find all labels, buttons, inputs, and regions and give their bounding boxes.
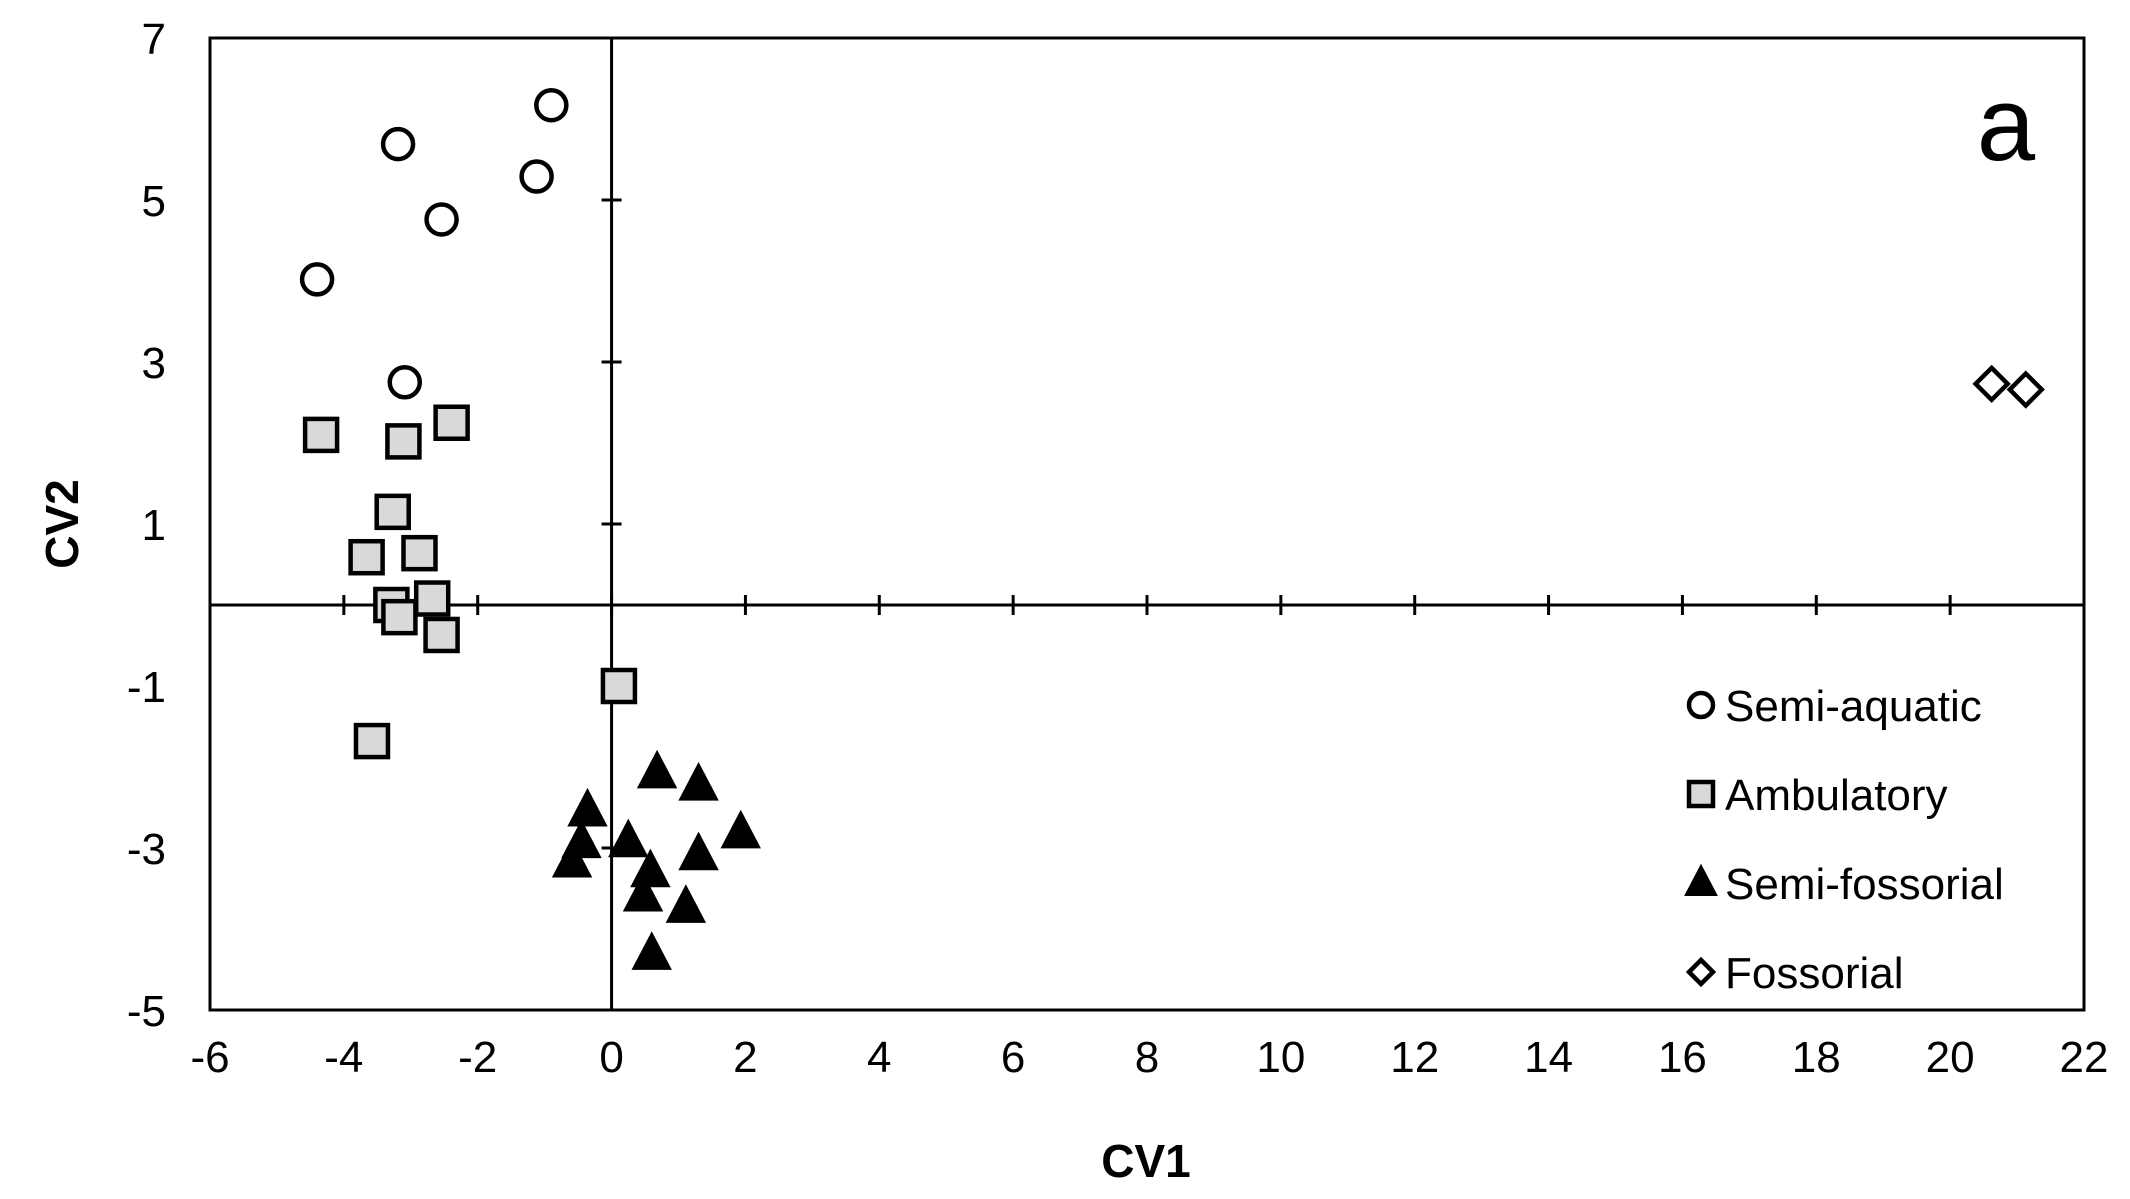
point xyxy=(630,848,671,888)
y-tick-label: 1 xyxy=(142,501,166,550)
legend-label: Fossorial xyxy=(1725,949,1904,998)
point xyxy=(720,809,761,849)
x-tick-label: -4 xyxy=(324,1033,363,1082)
x-tick-label: 20 xyxy=(1926,1033,1975,1082)
point xyxy=(433,404,470,441)
point xyxy=(534,87,569,123)
point xyxy=(302,416,340,454)
legend-label: Ambulatory xyxy=(1725,771,1948,820)
point xyxy=(631,931,672,970)
panel-label: a xyxy=(1977,66,2036,183)
point xyxy=(387,365,423,400)
x-tick-label: 8 xyxy=(1135,1033,1159,1082)
legend-marker xyxy=(1685,956,1717,988)
point xyxy=(401,534,438,572)
x-tick-label: 10 xyxy=(1256,1033,1305,1082)
x-tick-label: -2 xyxy=(458,1033,497,1082)
point xyxy=(567,787,608,827)
x-tick-label: 2 xyxy=(733,1033,757,1082)
legend-marker xyxy=(1686,690,1716,720)
point xyxy=(608,818,649,858)
point xyxy=(2006,370,2045,409)
x-tick-label: 4 xyxy=(867,1033,891,1082)
plot-frame xyxy=(208,36,2086,1012)
point xyxy=(1972,364,2011,404)
x-tick-label: -6 xyxy=(190,1033,229,1082)
legend-marker xyxy=(1686,779,1716,809)
y-tick-label: 7 xyxy=(142,15,166,64)
y-axis-title: CV2 xyxy=(36,479,88,568)
point xyxy=(374,493,411,531)
y-tick-label: -1 xyxy=(127,663,166,712)
x-tick-label: 6 xyxy=(1001,1033,1025,1082)
y-tick-label: -3 xyxy=(127,825,166,874)
legend-label: Semi-fossorial xyxy=(1725,860,2004,909)
point xyxy=(413,580,451,617)
point xyxy=(636,749,678,789)
point xyxy=(678,831,719,871)
point xyxy=(519,159,554,194)
point xyxy=(622,872,664,912)
legend-marker xyxy=(1684,863,1718,897)
x-tick-label: 18 xyxy=(1792,1033,1841,1082)
point xyxy=(551,838,593,878)
x-tick-label: 12 xyxy=(1390,1033,1439,1082)
y-tick-label: -5 xyxy=(127,987,166,1036)
point xyxy=(423,616,460,654)
point xyxy=(424,202,459,237)
x-tick-label: 22 xyxy=(2060,1033,2109,1082)
point xyxy=(385,423,422,460)
point xyxy=(381,598,418,636)
y-tick-label: 3 xyxy=(142,339,166,388)
point xyxy=(665,884,707,923)
point xyxy=(600,667,638,705)
x-tick-label: 16 xyxy=(1658,1033,1707,1082)
point xyxy=(380,126,416,162)
x-axis-title: CV1 xyxy=(1101,1135,1190,1187)
legend-label: Semi-aquatic xyxy=(1725,682,1982,731)
point xyxy=(678,761,719,801)
point xyxy=(348,538,385,576)
x-tick-label: 14 xyxy=(1524,1033,1573,1082)
point xyxy=(353,722,391,760)
y-tick-label: 5 xyxy=(142,177,166,226)
point xyxy=(299,262,335,297)
x-tick-label: 0 xyxy=(599,1033,623,1082)
